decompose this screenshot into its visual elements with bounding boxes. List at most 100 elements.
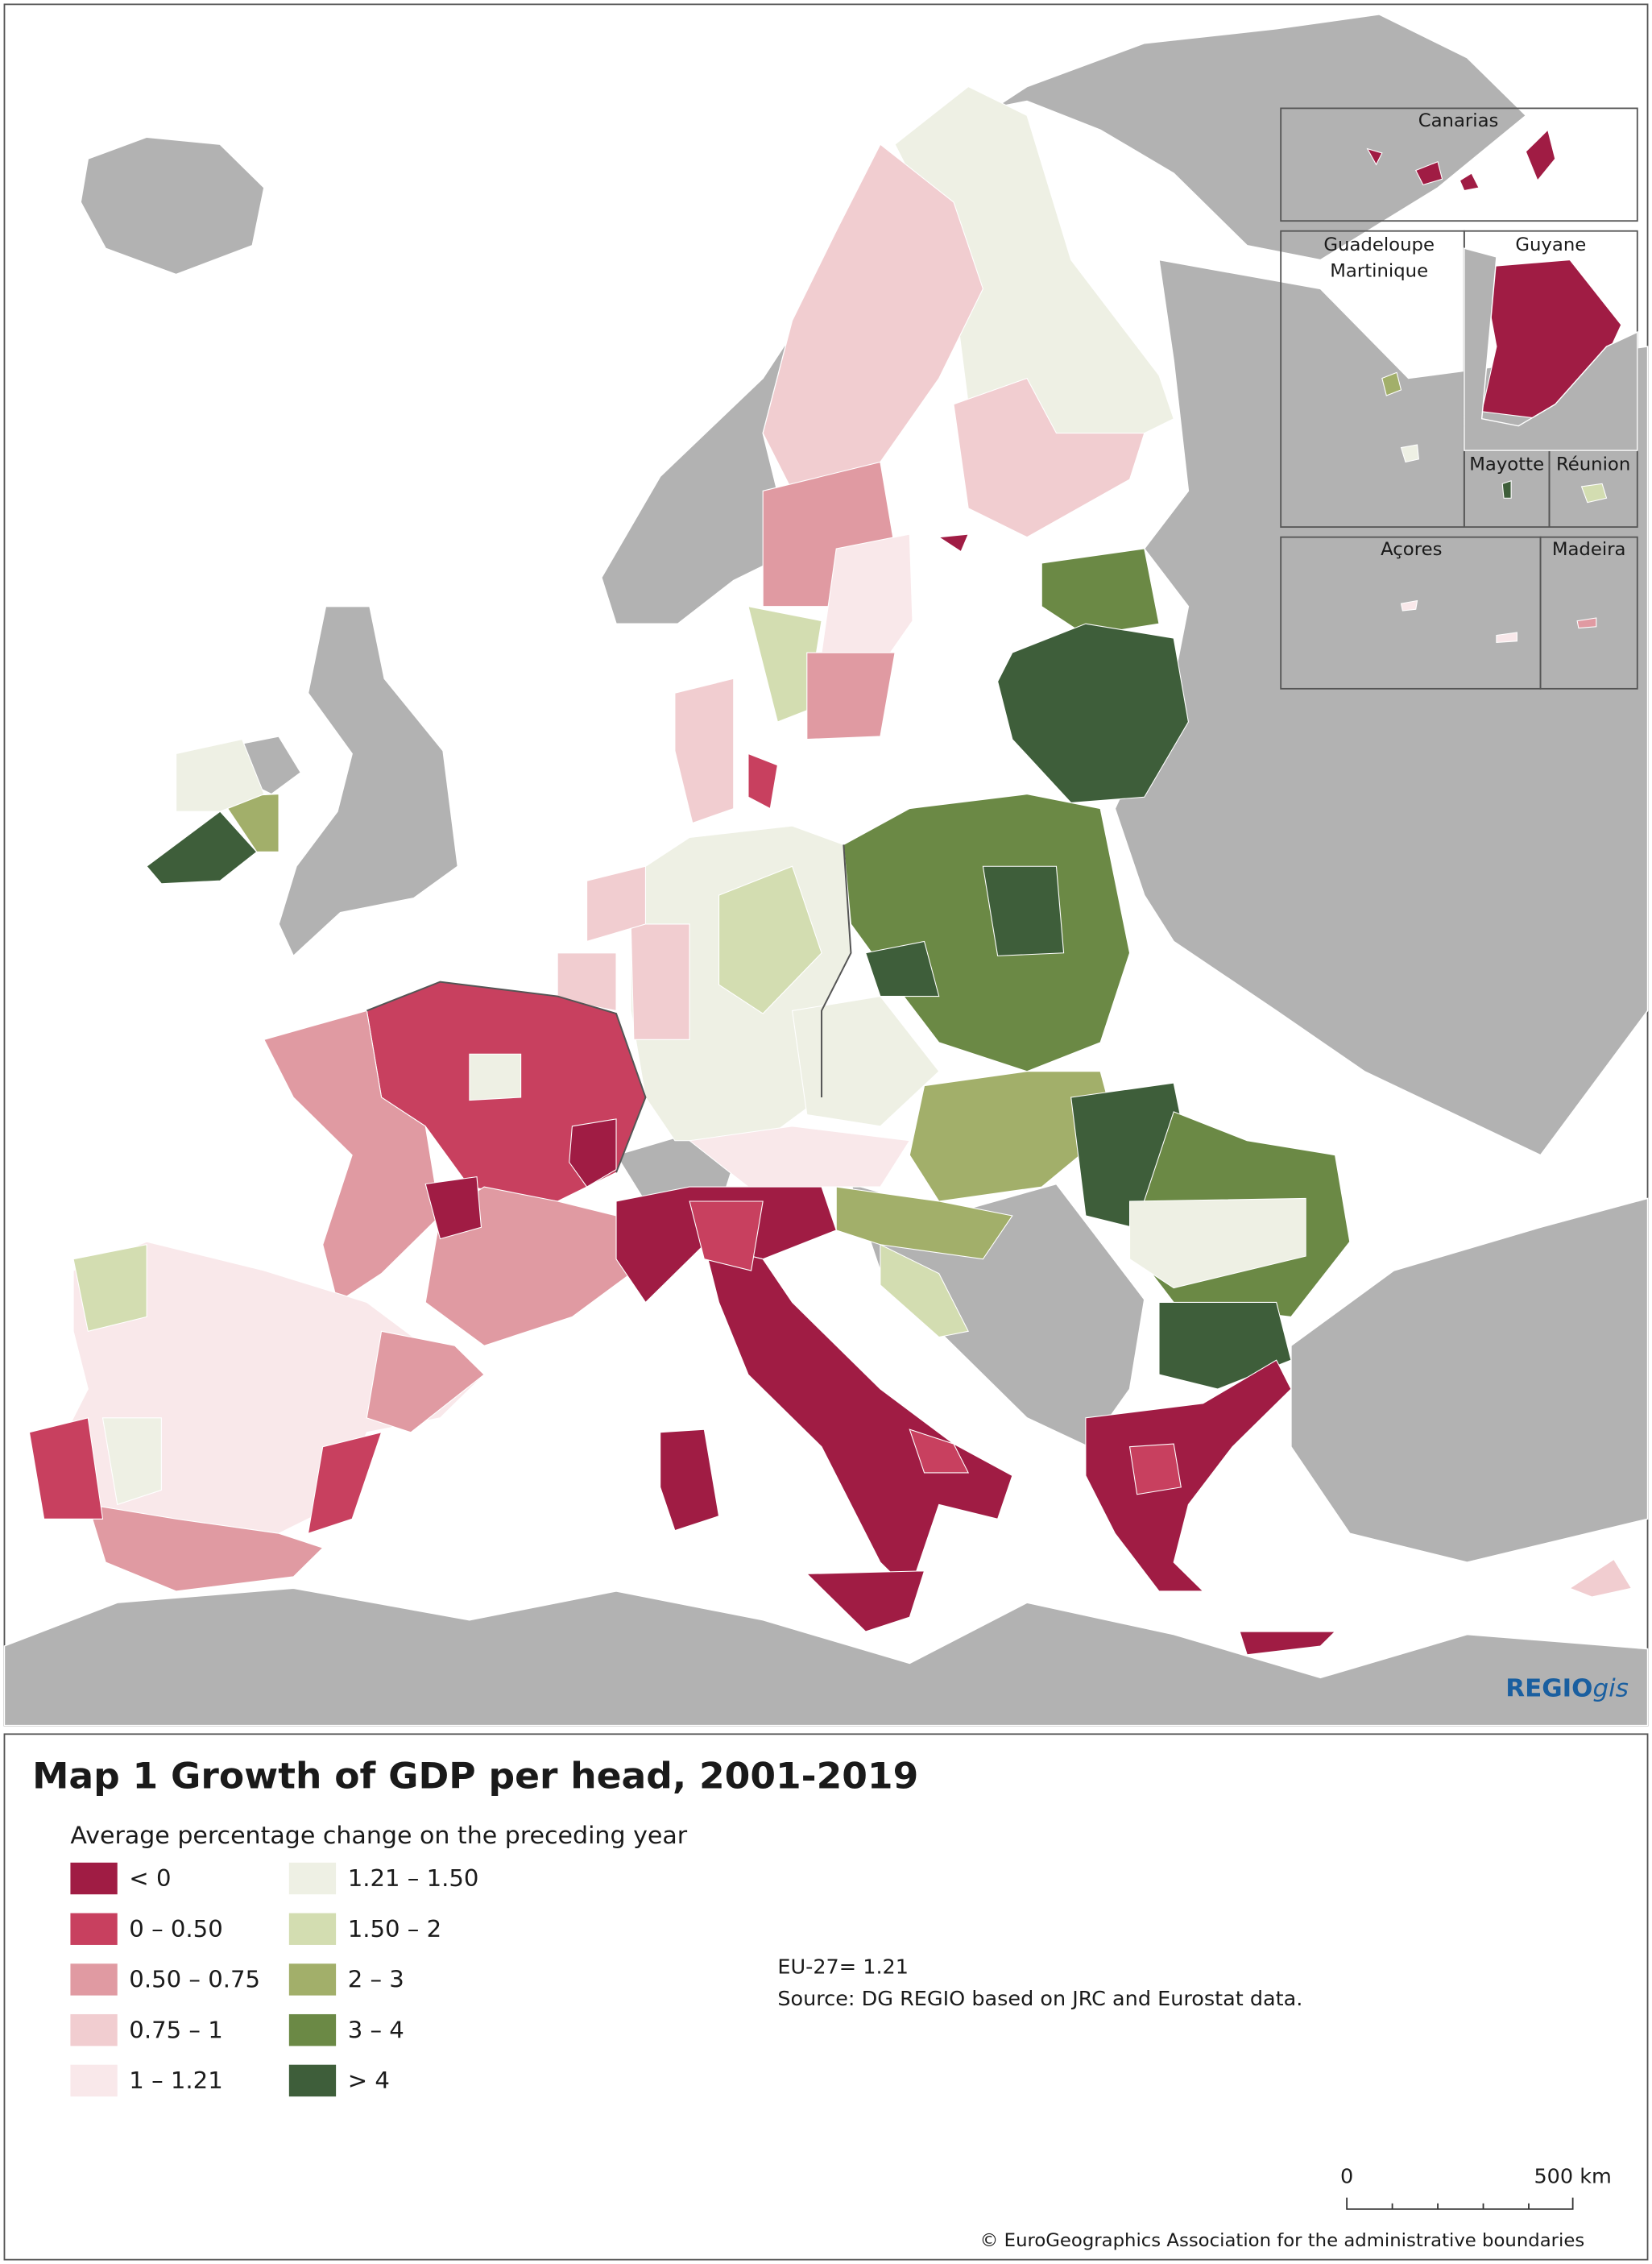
brand: REGIOgis [1505,1673,1629,1702]
scale-label: 500 km [1534,2165,1611,2188]
region [557,952,617,1012]
legend-label: 0 – 0.50 [129,1915,222,1943]
national-border [366,981,647,1173]
source: Source: DG REGIO based on JRC and Eurost… [777,1987,1302,2010]
region [938,533,970,553]
legend-swatch [70,1862,118,1895]
region [1400,599,1418,612]
region [805,1570,925,1632]
region [688,1126,911,1188]
legend-panel [3,1733,1649,2261]
region [909,1428,970,1474]
legend-swatch [288,2013,337,2046]
region [87,1503,324,1592]
scale-bar: 0 500 km [1340,2165,1612,2210]
legend-swatch [70,1963,118,1996]
region [146,811,258,885]
legend-swatch [288,2064,337,2097]
legend-label: < 0 [129,1864,171,1892]
inset-label: Réunion [1556,454,1630,475]
region [1568,1558,1633,1598]
great-britain [278,605,459,957]
note: EU-27= 1.21 [777,1955,909,1979]
inset-frame [1280,107,1638,222]
region [1128,1443,1182,1495]
legend-label: 1.50 – 2 [348,1915,441,1943]
legend-swatch [70,2064,118,2097]
legend-title: Average percentage change on the precedi… [70,1822,687,1850]
region [864,940,940,997]
inset-label: Açores [1381,539,1442,560]
region [791,995,940,1127]
region [1381,371,1402,396]
region [1366,147,1383,166]
region [821,533,913,668]
region [176,738,265,812]
non-eu-land [3,14,1649,1727]
legend-swatch [288,1963,337,1996]
legend: < 0 0 – 0.50 0.50 – 0.75 0.75 – 1 1 – 1.21 1.… [70,1862,479,2097]
region [469,1053,522,1101]
legend-swatch [288,1913,337,1945]
region [1501,480,1512,499]
inset-label: Guyane [1515,234,1586,255]
eu-regions [28,85,1633,1656]
region [953,377,1145,538]
legend-swatch [70,2013,118,2046]
region [1400,444,1419,463]
region [1459,172,1480,192]
region [307,1431,383,1534]
copyright: © EuroGeographics Association for the ad… [980,2230,1585,2251]
legend-label: 0.50 – 0.75 [129,1966,260,1993]
region [1496,632,1517,644]
legend-swatch [288,1862,337,1895]
inset-frame [1539,536,1638,690]
region [806,652,896,740]
region [263,1010,441,1304]
region [630,923,690,1040]
region [1525,129,1556,182]
legend-label: 2 – 3 [348,1966,404,1993]
region [762,143,983,491]
inset-label: Guadeloupe [1323,234,1435,255]
region [72,1244,147,1332]
brand-bold: REGIO [1505,1673,1592,1702]
region [982,865,1065,956]
region [747,753,779,810]
insets: Canarias Guadeloupe Martinique Guyane Ma… [1280,107,1638,690]
inset-label: Martinique [1330,261,1428,282]
region [28,1417,104,1520]
region [1085,1359,1292,1592]
region [880,1243,969,1338]
region [703,1244,1013,1592]
legend-label: 3 – 4 [348,2017,404,2044]
region [835,1186,1013,1260]
region [1239,1631,1336,1656]
brand-italic: gis [1592,1673,1628,1702]
region [689,1200,764,1271]
national-border [821,844,852,1097]
region [718,865,822,1014]
north-africa [3,1587,1649,1727]
legend-label: 0.75 – 1 [129,2017,222,2044]
legend-swatch [70,1913,118,1945]
region [569,1118,617,1188]
iceland [80,136,265,276]
inset-label: Canarias [1418,110,1499,131]
region [1580,483,1608,504]
inset-label: Madeira [1552,539,1626,560]
region [424,1176,482,1240]
region [1576,617,1597,629]
turkey [1290,1197,1649,1563]
region [1041,548,1160,636]
region [1129,1197,1306,1289]
legend-label: 1.21 – 1.50 [348,1864,479,1892]
scale-label: 0 [1340,2165,1353,2188]
legend-label: > 4 [348,2067,390,2094]
inset-label: Mayotte [1469,454,1544,475]
title: Map 1 Growth of GDP per head, 2001-2019 [32,1755,918,1798]
region [101,1417,162,1506]
region [674,678,735,824]
